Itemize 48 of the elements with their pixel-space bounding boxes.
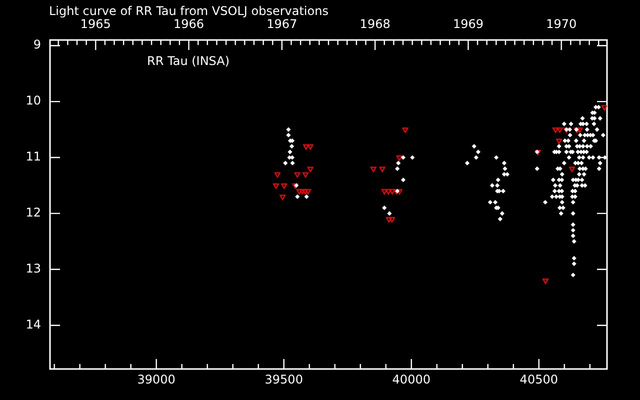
point [379,166,386,172]
point [302,172,309,178]
point [386,217,392,222]
annotation: RR Tau (INSA) [147,54,230,68]
y-tick-label: 10 [26,94,41,108]
x-tick-label: 39500 [264,372,303,386]
point [576,128,583,133]
point [556,128,563,133]
point [542,278,549,284]
x2-tick-label: 1969 [452,16,484,31]
point [274,172,280,178]
y-tick-label: 12 [26,206,41,220]
point [389,189,396,194]
point [385,189,392,194]
x-tick-label: 40000 [392,372,430,386]
y-tick-label: 11 [26,150,41,164]
point [299,189,306,194]
x2-tick-label: 1965 [80,16,111,31]
point [307,166,314,172]
point [396,156,402,161]
y-tick-label: 9 [33,38,41,52]
point [396,189,402,194]
x2-tick-label: 1967 [266,16,298,31]
x2-tick-label: 1970 [546,16,577,31]
point [280,194,286,200]
point [303,144,310,150]
x2-tick-label: 1966 [174,16,204,31]
chart-title: Light curve of RR Tau from VSOLJ observations [49,4,328,18]
point [556,138,562,144]
point [305,189,312,194]
y-tick-label: 13 [26,262,41,276]
point [389,217,395,222]
point [569,166,576,172]
x2-tick-label: 1968 [360,16,390,31]
point [402,128,408,133]
point [370,166,376,172]
point [272,184,279,189]
point [296,189,302,194]
point [307,144,314,150]
point [281,184,288,189]
point [381,189,388,194]
point [601,105,607,110]
point [294,172,300,178]
x-tick-label: 40500 [520,372,558,386]
point [302,189,308,194]
y-tick-label: 14 [26,317,41,332]
x-tick-label: 39000 [137,372,176,386]
point [552,128,558,133]
